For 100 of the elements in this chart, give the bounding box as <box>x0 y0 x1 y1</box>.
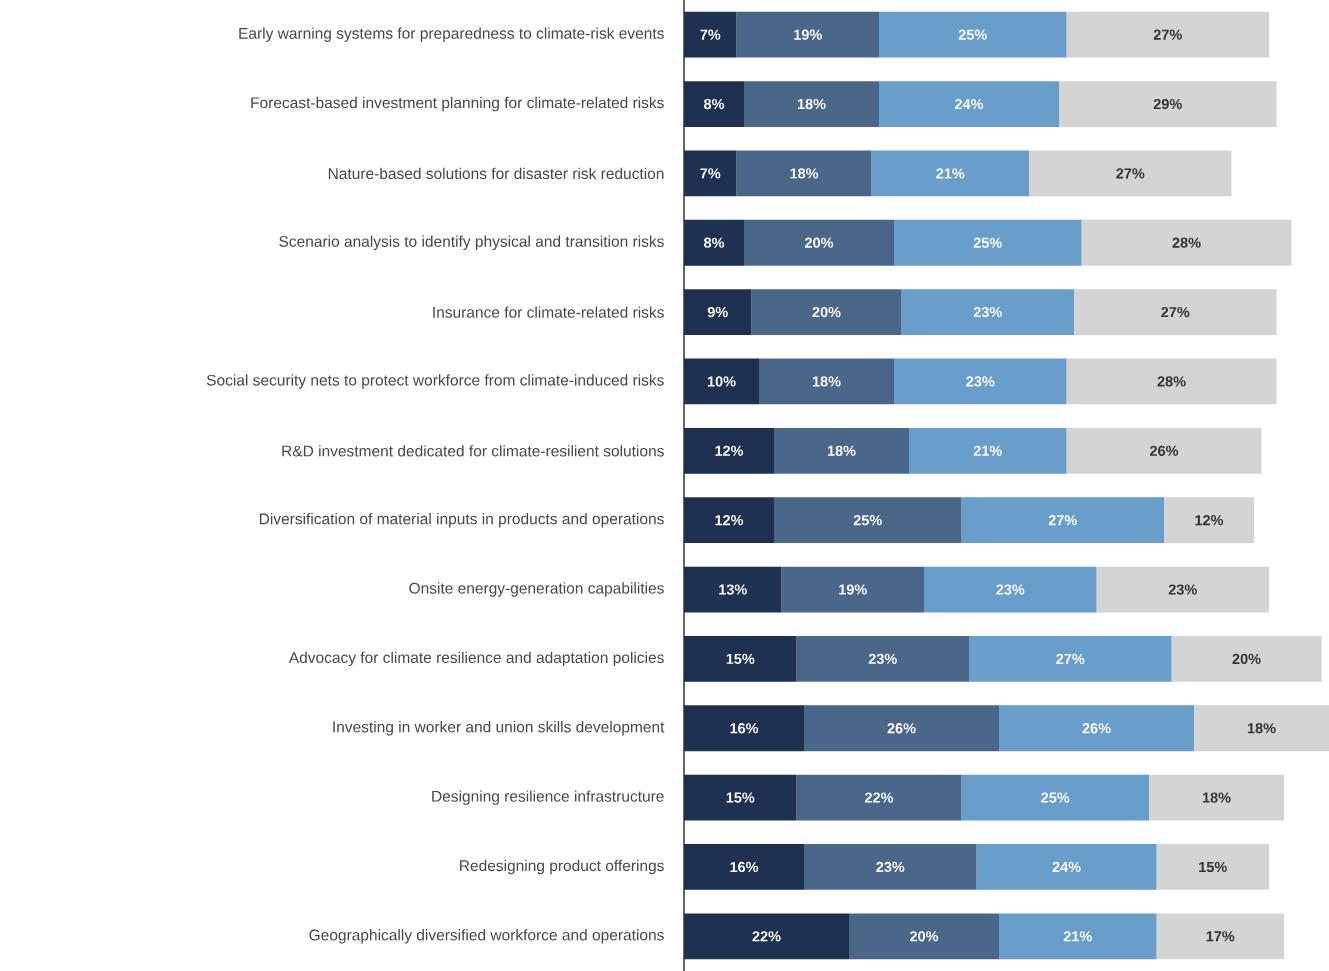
bar <box>684 81 744 127</box>
data-label: 28% <box>1172 237 1201 248</box>
bar <box>1059 81 1277 127</box>
data-label: 27% <box>1161 306 1190 318</box>
data-label: 23% <box>876 861 905 873</box>
bar <box>684 913 850 960</box>
y-tick-label: Nature-based solutions for disaster risk reduction <box>328 167 664 180</box>
bar <box>1171 636 1322 682</box>
bar <box>1164 497 1255 544</box>
data-label: 27% <box>1116 168 1145 179</box>
y-tick-label: Diversification of material inputs in products and operations <box>259 512 664 528</box>
bar <box>684 774 797 821</box>
bar <box>1156 913 1285 960</box>
bar <box>796 774 962 821</box>
bar <box>999 705 1195 752</box>
data-label: 23% <box>973 306 1002 318</box>
bar <box>736 11 880 58</box>
data-label: 25% <box>958 29 987 40</box>
data-label: 29% <box>1153 98 1182 110</box>
data-label: 20% <box>812 306 841 318</box>
data-label: 19% <box>794 29 822 40</box>
data-label: 16% <box>730 861 759 873</box>
bar <box>684 844 805 890</box>
y-tick-label: Geographically diversified workforce and operations <box>309 929 664 944</box>
bar <box>684 219 744 266</box>
bar <box>901 289 1075 335</box>
data-label: 15% <box>1199 861 1227 873</box>
data-label: 7% <box>700 29 721 40</box>
y-tick-label: Scenario analysis to identify physical and transition risks <box>279 235 664 250</box>
y-tick-label: Redesigning product offerings <box>460 859 664 875</box>
data-label: 25% <box>1041 792 1070 803</box>
bar <box>684 566 782 613</box>
bar <box>976 844 1157 890</box>
bar <box>1096 566 1270 613</box>
bar <box>1066 427 1262 474</box>
y-tick-label: Onsite energy-generation capabilities <box>409 582 664 597</box>
bar <box>924 566 1097 613</box>
bar <box>684 358 760 405</box>
data-label: 23% <box>966 376 995 387</box>
bar <box>684 497 775 544</box>
data-label: 20% <box>805 237 834 248</box>
bar <box>1194 705 1329 752</box>
data-label: 24% <box>1052 861 1081 873</box>
bar <box>774 427 910 474</box>
data-label: 27% <box>1056 653 1085 664</box>
y-tick-label: Social security nets to protect workforce from climate-induced risks <box>206 374 664 389</box>
data-label: 18% <box>790 168 819 179</box>
data-label: 12% <box>715 515 744 526</box>
data-label: 20% <box>910 931 939 942</box>
data-label: 21% <box>936 168 965 179</box>
bar <box>871 150 1030 197</box>
data-label: 26% <box>1150 445 1179 456</box>
data-label: 21% <box>973 445 1002 456</box>
data-label: 27% <box>1153 29 1182 40</box>
bar <box>684 427 775 474</box>
bar <box>1066 358 1277 405</box>
data-label: 8% <box>703 237 725 248</box>
bar <box>1081 219 1292 266</box>
data-label: 25% <box>973 237 1002 248</box>
data-label: 12% <box>715 445 744 456</box>
y-tick-label: R&D investment dedicated for climate-resilient solutions <box>282 445 664 457</box>
data-label: 9% <box>707 306 728 318</box>
data-label: 18% <box>812 376 841 387</box>
data-label: 23% <box>1168 584 1197 595</box>
bar <box>774 497 962 544</box>
data-label: 15% <box>726 792 755 803</box>
data-label: 26% <box>887 723 916 734</box>
y-tick-label: Investing in worker and union skills development <box>333 721 665 736</box>
bar <box>684 636 797 682</box>
data-label: 8% <box>703 98 725 110</box>
data-label: 18% <box>1247 723 1276 734</box>
bar <box>751 289 902 335</box>
bar <box>999 913 1157 960</box>
bar <box>879 11 1067 58</box>
y-tick-label: Early warning systems for preparedness to climate-risk events <box>239 27 664 42</box>
data-label: 15% <box>726 653 755 664</box>
bar <box>759 358 895 405</box>
bar <box>684 289 752 335</box>
bar <box>796 636 970 682</box>
bar <box>744 219 895 266</box>
data-label: 18% <box>797 98 826 110</box>
bar <box>969 636 1172 682</box>
data-label: 18% <box>827 445 856 456</box>
bar <box>781 566 925 613</box>
bar <box>961 774 1150 821</box>
bar <box>684 150 737 197</box>
data-label: 22% <box>752 931 781 942</box>
bar <box>684 705 805 752</box>
data-label: 12% <box>1195 515 1224 526</box>
data-label: 7% <box>700 168 721 179</box>
bar <box>849 913 1000 960</box>
bar <box>1066 11 1270 58</box>
bar <box>804 705 1000 752</box>
data-label: 23% <box>996 584 1025 595</box>
data-label: 19% <box>839 584 867 595</box>
bar <box>684 11 737 58</box>
bar <box>804 844 977 890</box>
bar <box>1149 774 1285 821</box>
y-tick-label: Insurance for climate-related risks <box>433 306 664 318</box>
data-label: 10% <box>707 376 736 387</box>
